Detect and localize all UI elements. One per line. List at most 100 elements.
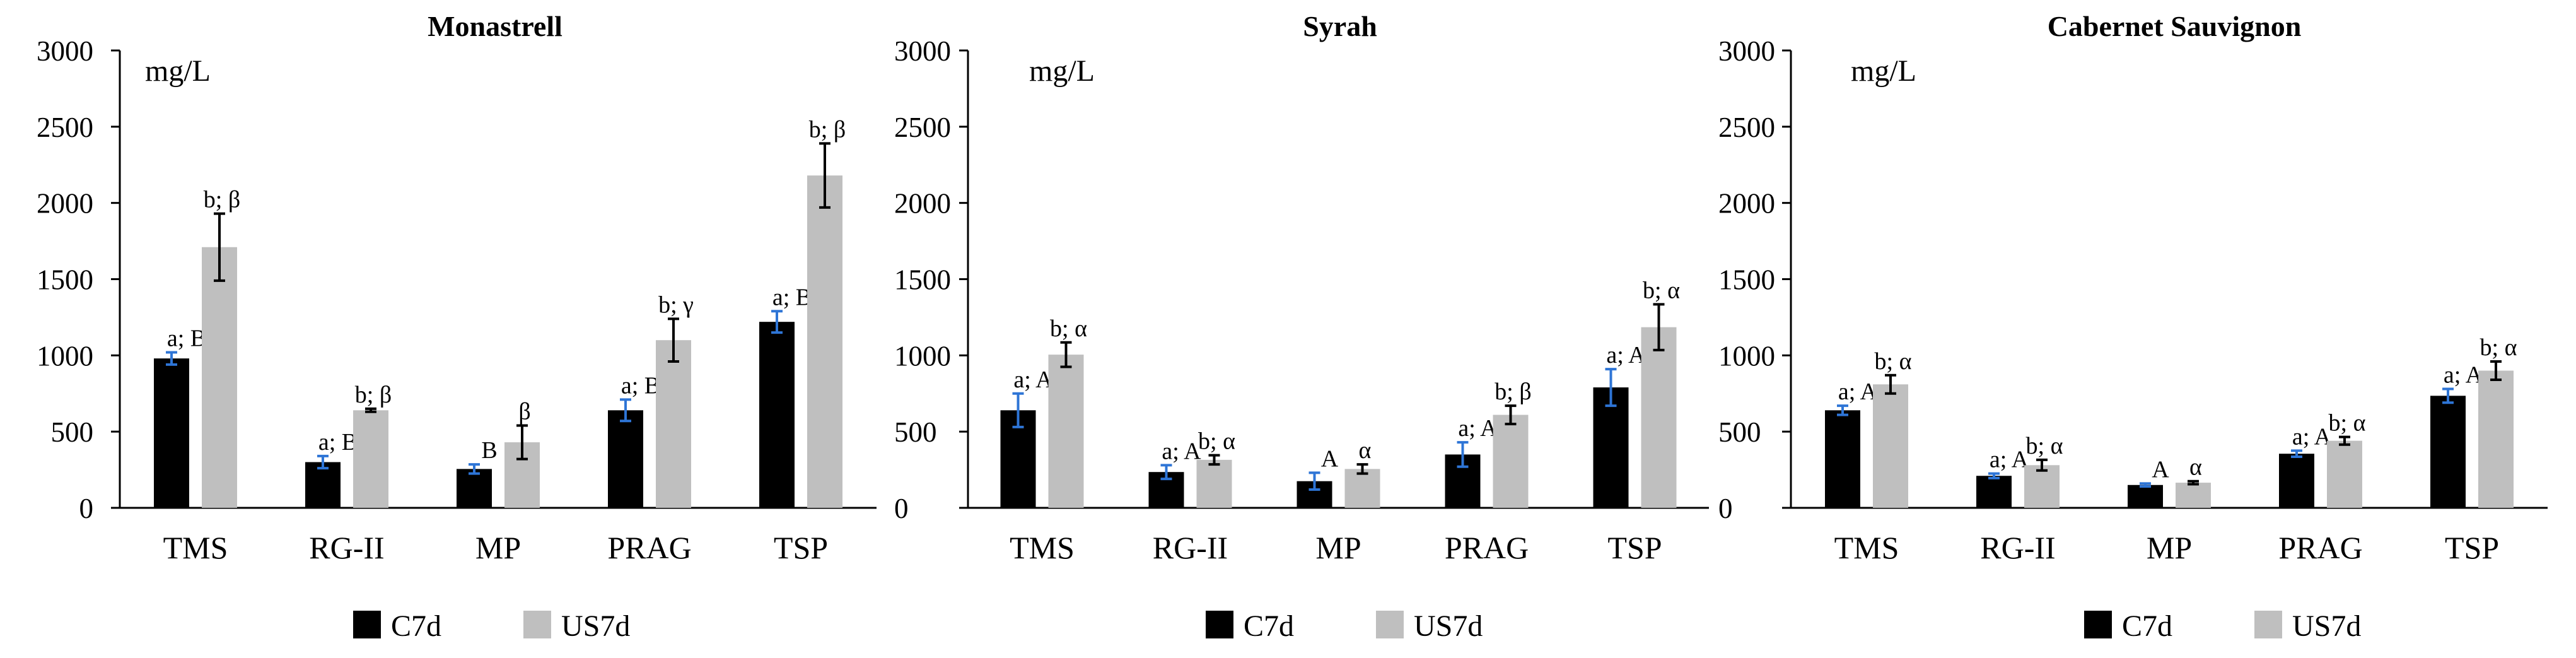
legend-label: US7d bbox=[1414, 609, 1483, 643]
y-tick-label: 2500 bbox=[894, 112, 951, 143]
x-tick-label: TSP bbox=[2445, 530, 2499, 565]
data-label: b; α bbox=[1050, 315, 1087, 342]
bar-c7d bbox=[759, 322, 795, 508]
bar-us7d bbox=[656, 340, 691, 508]
y-tick-label: 1000 bbox=[37, 340, 93, 372]
y-tick-label: 1500 bbox=[37, 264, 93, 296]
data-label: b; α bbox=[1875, 348, 1912, 375]
x-tick-label: RG-II bbox=[1153, 530, 1228, 565]
bar-us7d bbox=[2024, 465, 2060, 508]
legend-swatch-us7d bbox=[1376, 611, 1404, 638]
y-tick-label: 1000 bbox=[894, 340, 951, 372]
bar-c7d bbox=[2279, 454, 2314, 508]
data-label: b; β bbox=[204, 187, 240, 213]
legend-swatch-us7d bbox=[2254, 611, 2282, 638]
y-tick-label: 3000 bbox=[894, 35, 951, 67]
bar-us7d bbox=[353, 410, 388, 508]
x-tick-label: MP bbox=[2147, 530, 2192, 565]
bar-c7d bbox=[305, 462, 341, 508]
bar-us7d bbox=[2327, 440, 2362, 508]
unit-label: mg/L bbox=[145, 54, 211, 88]
chart-title: Syrah bbox=[1303, 10, 1377, 42]
chart-panel-1: Monastrell 0 500 1000 1500 2000 2500 3000 mg/L TM… bbox=[37, 10, 877, 643]
chart-title: Cabernet Sauvignon bbox=[2048, 10, 2302, 42]
x-tick-label: MP bbox=[475, 530, 521, 565]
data-label: a; A bbox=[1458, 415, 1498, 442]
data-label: B bbox=[481, 437, 497, 464]
data-label: α bbox=[1359, 437, 1372, 464]
data-label: b; β bbox=[809, 116, 846, 143]
bar-c7d bbox=[2430, 396, 2466, 508]
y-tick-label: 2000 bbox=[1718, 188, 1775, 220]
x-tick-label: PRAG bbox=[607, 530, 691, 565]
data-label: β bbox=[518, 399, 530, 425]
data-label: a; B bbox=[167, 326, 206, 352]
legend-label: US7d bbox=[2292, 609, 2361, 643]
data-label: b; γ bbox=[658, 291, 694, 318]
data-label: a; A bbox=[1013, 367, 1053, 393]
x-tick-label: PRAG bbox=[2278, 530, 2362, 565]
legend-swatch-c7d bbox=[1206, 611, 1233, 638]
legend-label: C7d bbox=[391, 609, 441, 643]
bar-us7d bbox=[1873, 384, 1908, 508]
legend-label: US7d bbox=[561, 609, 630, 643]
data-label: a; B bbox=[621, 372, 660, 399]
unit-label: mg/L bbox=[1029, 54, 1095, 88]
x-tick-label: TSP bbox=[774, 530, 828, 565]
y-tick-label: 1500 bbox=[1718, 264, 1775, 296]
data-label: b; β bbox=[355, 382, 392, 408]
y-tick-label: 1500 bbox=[894, 264, 951, 296]
y-tick-label: 0 bbox=[1718, 493, 1733, 524]
data-label: a; A bbox=[1162, 438, 1201, 464]
data-label: a; B bbox=[318, 429, 358, 455]
x-tick-label: TSP bbox=[1607, 530, 1662, 565]
bar-us7d bbox=[1196, 459, 1232, 508]
data-label: b; α bbox=[1198, 428, 1235, 455]
bar-us7d bbox=[1641, 327, 1677, 508]
x-tick-label: TMS bbox=[163, 530, 228, 565]
legend-label: C7d bbox=[2122, 609, 2172, 643]
unit-label: mg/L bbox=[1851, 54, 1916, 88]
chart-title: Monastrell bbox=[428, 10, 562, 42]
legend-label: C7d bbox=[1244, 609, 1294, 643]
x-tick-label: RG-II bbox=[1980, 530, 2055, 565]
data-label: A bbox=[2152, 456, 2169, 483]
data-label: b; α bbox=[1643, 277, 1680, 303]
data-label: a; A bbox=[2292, 423, 2332, 450]
data-label: b; α bbox=[2026, 433, 2063, 459]
data-label: b; α bbox=[2480, 334, 2517, 361]
bar-c7d bbox=[154, 358, 189, 508]
bar-c7d bbox=[1825, 410, 1860, 508]
data-label: a; A bbox=[2444, 362, 2483, 389]
bar-c7d bbox=[1976, 476, 2012, 508]
x-tick-label: TMS bbox=[1834, 530, 1899, 565]
chart-panel-2: Syrah 0 500 1000 1500 2000 2500 3000 mg/L TMS a; A… bbox=[894, 10, 1709, 643]
data-label: b; α bbox=[2329, 410, 2366, 437]
y-tick-label: 2000 bbox=[37, 188, 93, 220]
bar-us7d bbox=[202, 247, 237, 508]
x-tick-label: RG-II bbox=[309, 530, 384, 565]
y-tick-label: 1000 bbox=[1718, 340, 1775, 372]
y-tick-label: 2500 bbox=[1718, 112, 1775, 143]
data-label: A bbox=[1321, 445, 1339, 472]
bar-us7d bbox=[1048, 355, 1084, 508]
data-label: a; A bbox=[1838, 379, 1878, 405]
y-tick-label: 3000 bbox=[37, 35, 93, 67]
x-tick-label: MP bbox=[1315, 530, 1361, 565]
data-label: a; A bbox=[1606, 342, 1646, 368]
data-label: a; B bbox=[772, 284, 812, 310]
y-tick-label: 2000 bbox=[894, 188, 951, 220]
data-label: α bbox=[2189, 454, 2202, 481]
x-tick-label: PRAG bbox=[1445, 530, 1529, 565]
bar-us7d bbox=[1493, 414, 1529, 508]
data-label: a; A bbox=[1990, 447, 2029, 473]
y-tick-label: 0 bbox=[894, 493, 909, 524]
data-label: b; β bbox=[1495, 379, 1531, 405]
legend-swatch-us7d bbox=[523, 611, 551, 638]
y-tick-label: 500 bbox=[894, 416, 937, 448]
x-tick-label: TMS bbox=[1010, 530, 1075, 565]
y-tick-label: 500 bbox=[1718, 416, 1761, 448]
y-tick-label: 2500 bbox=[37, 112, 93, 143]
y-tick-label: 0 bbox=[79, 493, 94, 524]
